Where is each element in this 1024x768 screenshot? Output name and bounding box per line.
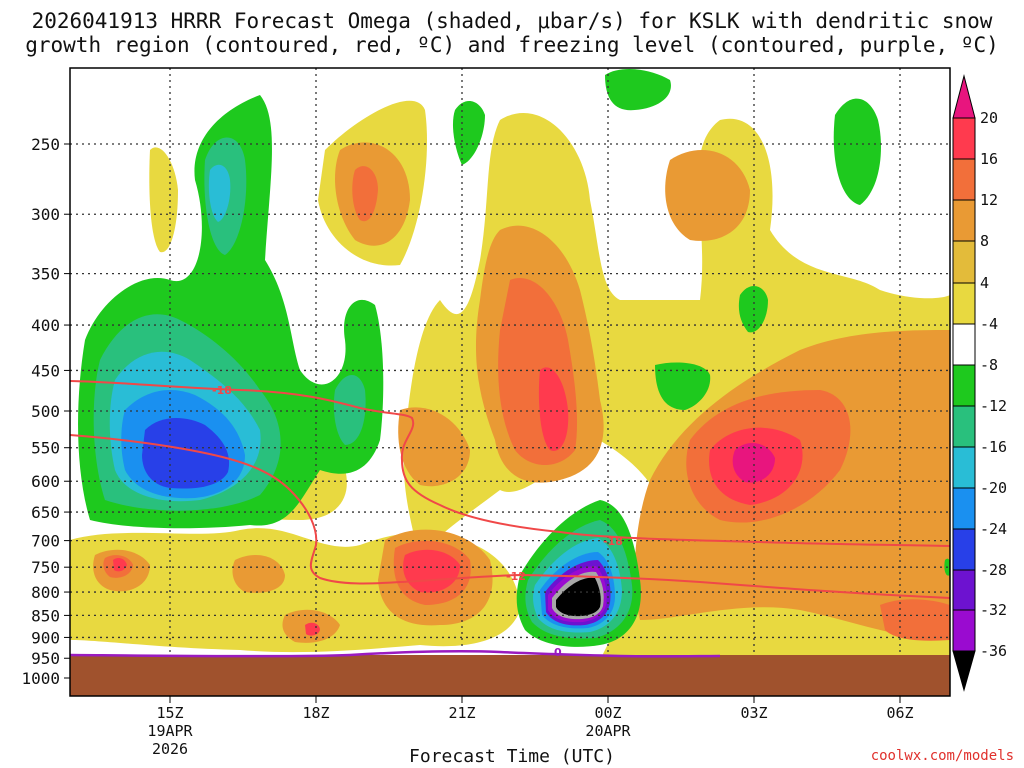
colorbar-swatch-8 <box>952 446 976 489</box>
y-tick-label-650: 650 <box>31 503 60 522</box>
omega-region-orange12-bottom-right <box>880 599 950 641</box>
x-tick-date-00Z: 20APR <box>585 722 631 740</box>
colorbar-label-12: -32 <box>980 601 1007 619</box>
omega-region-red-small-left <box>113 557 127 572</box>
omega-region-orange8-small-mid <box>232 555 285 593</box>
contour-label-minus12: -12 <box>506 570 526 583</box>
y-tick-label-750: 750 <box>31 558 60 577</box>
y-tick-label-600: 600 <box>31 472 60 491</box>
colorbar-top-arrow <box>952 74 976 119</box>
omega-region-orange8-mid-left <box>398 407 470 487</box>
colorbar-label-5: -4 <box>980 315 998 333</box>
colorbar-swatch-4 <box>952 282 976 325</box>
omega-region-green-mid <box>655 362 711 410</box>
colorbar-swatch-2 <box>952 199 976 242</box>
contour-label-minus18-left: -18 <box>212 384 232 397</box>
y-tick-label-550: 550 <box>31 439 60 458</box>
y-tick-label-850: 850 <box>31 606 60 625</box>
x-tick-label-00Z: 00Z <box>594 704 621 722</box>
colorbar-swatch-11 <box>952 569 976 611</box>
colorbar-label-2: 12 <box>980 191 998 209</box>
colorbar-label-3: 8 <box>980 232 989 250</box>
y-tick-label-900: 900 <box>31 628 60 647</box>
colorbar-swatch-1 <box>952 158 976 201</box>
omega-region-green-right-top <box>833 98 881 205</box>
y-axis: 250 300 350 400 450 500 550 600 650 700 750 800 850 9… <box>21 135 70 688</box>
omega-region-yellow-column-1 <box>149 147 178 253</box>
omega-region-green-top-small <box>452 100 485 165</box>
x-tick-label-15Z: 15Z <box>156 704 183 722</box>
gridlines <box>70 68 950 655</box>
colorbar-label-6: -8 <box>980 356 998 374</box>
colorbar-label-11: -28 <box>980 561 1007 579</box>
y-tick-label-950: 950 <box>31 649 60 668</box>
contour-lines <box>70 380 950 658</box>
colorbar-label-4: 4 <box>980 274 989 292</box>
omega-region-orange8-right-upper <box>665 150 750 241</box>
colorbar-label-13: -36 <box>980 642 1007 660</box>
x-tick-label-03Z: 03Z <box>740 704 767 722</box>
colorbar-swatch-6 <box>952 364 976 407</box>
omega-region-red-central <box>538 367 569 451</box>
colorbar-label-10: -24 <box>980 520 1007 538</box>
x-tick-label-21Z: 21Z <box>448 704 475 722</box>
colorbar-swatch-3 <box>952 240 976 284</box>
chart-title-line-1: 2026041913 HRRR Forecast Omega (shaded, … <box>31 9 993 33</box>
chart-title-line-2: growth region (contoured, red, ºC) and f… <box>25 33 999 57</box>
x-tick-label-18Z: 18Z <box>302 704 329 722</box>
colorbar: 20 16 12 8 4 -4 -8 -12 -16 -20 -24 -28 -32 -36 <box>952 74 1007 692</box>
colorbar-swatch-9 <box>952 487 976 530</box>
x-axis-title: Forecast Time (UTC) <box>409 746 615 767</box>
contour-label-freezing: 0 <box>554 646 562 659</box>
y-tick-label-800: 800 <box>31 583 60 602</box>
contour-line-freezing <box>70 649 721 658</box>
x-tick-label-06Z: 06Z <box>886 704 913 722</box>
colorbar-label-8: -16 <box>980 438 1007 456</box>
omega-region-teal-mid <box>333 375 366 445</box>
y-tick-label-700: 700 <box>31 532 60 551</box>
y-tick-label-250: 250 <box>31 135 60 154</box>
colorbar-swatch-7 <box>952 405 976 448</box>
colorbar-swatch-5 <box>952 323 976 366</box>
omega-region-cyan-upper <box>208 164 231 222</box>
omega-region-green-top-right <box>605 68 671 111</box>
colorbar-label-1: 16 <box>980 150 998 168</box>
y-tick-label-300: 300 <box>31 205 60 224</box>
below-ground-region <box>70 655 950 696</box>
y-tick-label-1000: 1000 <box>21 669 60 688</box>
contour-labels: -18 -18 -12 0 <box>212 384 623 659</box>
colorbar-swatch-10 <box>952 528 976 571</box>
contour-label-minus18-right: -18 <box>603 535 623 548</box>
colorbar-label-7: -12 <box>980 397 1007 415</box>
plot-frame <box>69 67 951 697</box>
y-tick-label-500: 500 <box>31 402 60 421</box>
x-tick-date-15Z: 19APR <box>147 722 193 740</box>
site-credit[interactable]: coolwx.com/models <box>870 748 1014 764</box>
colorbar-swatch-12 <box>952 609 976 652</box>
omega-region-darkblue-left <box>142 418 230 489</box>
colorbar-swatch-0 <box>952 117 976 160</box>
colorbar-label-0: 20 <box>980 109 998 127</box>
y-tick-label-350: 350 <box>31 265 60 284</box>
contour-line-minus18 <box>70 380 950 547</box>
omega-region-orange12-upper <box>352 166 378 222</box>
contour-line-minus12 <box>70 434 950 599</box>
omega-shading <box>70 68 950 696</box>
x-tick-year-15Z: 2026 <box>152 740 188 758</box>
omega-region-magenta-right <box>732 443 775 483</box>
y-tick-label-400: 400 <box>31 316 60 335</box>
omega-region-black-lower-center <box>556 577 601 617</box>
colorbar-label-9: -20 <box>980 479 1007 497</box>
colorbar-bottom-arrow <box>952 650 976 692</box>
y-tick-label-450: 450 <box>31 361 60 380</box>
